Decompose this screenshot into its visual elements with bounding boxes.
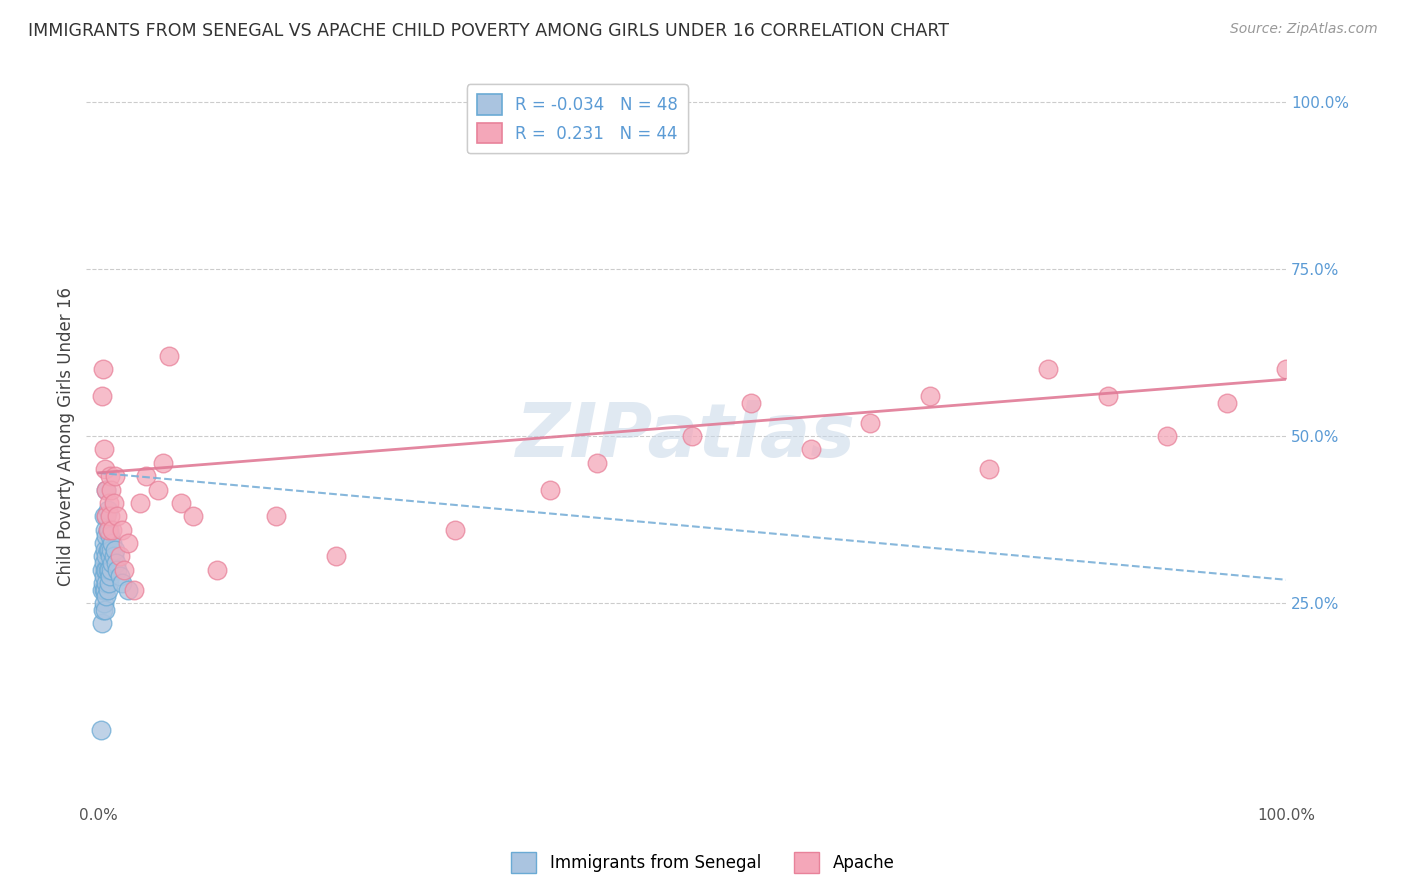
Point xyxy=(108,549,131,564)
Point xyxy=(93,536,115,550)
Point xyxy=(97,563,120,577)
Point xyxy=(1275,362,1298,376)
Point xyxy=(1156,429,1178,443)
Point xyxy=(443,523,465,537)
Point xyxy=(1038,362,1060,376)
Point xyxy=(90,563,112,577)
Point xyxy=(98,549,121,564)
Y-axis label: Child Poverty Among Girls Under 16: Child Poverty Among Girls Under 16 xyxy=(58,286,75,585)
Point xyxy=(98,469,121,483)
Point xyxy=(97,542,120,557)
Point xyxy=(98,529,121,543)
Point xyxy=(103,496,125,510)
Point xyxy=(135,469,157,483)
Point xyxy=(170,496,193,510)
Point xyxy=(538,483,561,497)
Point xyxy=(111,576,134,591)
Point xyxy=(117,582,139,597)
Point xyxy=(205,563,228,577)
Point xyxy=(977,462,1000,476)
Point xyxy=(90,389,112,403)
Point xyxy=(96,483,118,497)
Point xyxy=(96,509,118,524)
Point xyxy=(96,529,118,543)
Point xyxy=(94,603,117,617)
Point xyxy=(94,462,117,476)
Point xyxy=(90,616,112,631)
Point xyxy=(108,569,131,583)
Point xyxy=(128,496,150,510)
Point xyxy=(681,429,703,443)
Point xyxy=(586,456,609,470)
Point xyxy=(112,563,135,577)
Point xyxy=(97,563,120,577)
Point xyxy=(97,582,120,597)
Point xyxy=(111,523,134,537)
Point xyxy=(94,542,117,557)
Point xyxy=(104,469,127,483)
Point xyxy=(90,723,112,738)
Point xyxy=(93,442,115,457)
Legend: Immigrants from Senegal, Apache: Immigrants from Senegal, Apache xyxy=(505,846,901,880)
Point xyxy=(93,582,115,597)
Point xyxy=(91,549,114,564)
Point xyxy=(97,496,120,510)
Point xyxy=(266,509,288,524)
Point xyxy=(96,563,118,577)
Point xyxy=(103,549,125,564)
Point xyxy=(96,509,118,524)
Point xyxy=(104,556,127,570)
Point xyxy=(740,395,762,409)
Point xyxy=(94,582,117,597)
Point xyxy=(181,509,204,524)
Point xyxy=(100,483,122,497)
Point xyxy=(96,576,118,591)
Point xyxy=(97,576,120,591)
Text: ZIPatlas: ZIPatlas xyxy=(516,400,856,473)
Point xyxy=(94,563,117,577)
Point xyxy=(98,509,121,524)
Point xyxy=(859,416,882,430)
Text: IMMIGRANTS FROM SENEGAL VS APACHE CHILD POVERTY AMONG GIRLS UNDER 16 CORRELATION: IMMIGRANTS FROM SENEGAL VS APACHE CHILD … xyxy=(28,22,949,40)
Point xyxy=(800,442,823,457)
Point xyxy=(152,456,174,470)
Point xyxy=(1097,389,1119,403)
Point xyxy=(93,596,115,610)
Point xyxy=(98,569,121,583)
Point xyxy=(104,542,127,557)
Point xyxy=(97,523,120,537)
Point xyxy=(93,509,115,524)
Point xyxy=(101,556,124,570)
Point xyxy=(918,389,941,403)
Point xyxy=(97,502,120,516)
Point xyxy=(100,563,122,577)
Point xyxy=(94,523,117,537)
Point xyxy=(97,523,120,537)
Point xyxy=(96,483,118,497)
Point xyxy=(97,542,120,557)
Legend: R = -0.034   N = 48, R =  0.231   N = 44: R = -0.034 N = 48, R = 0.231 N = 44 xyxy=(467,84,688,153)
Point xyxy=(105,563,128,577)
Text: Source: ZipAtlas.com: Source: ZipAtlas.com xyxy=(1230,22,1378,37)
Point xyxy=(1215,395,1237,409)
Point xyxy=(146,483,169,497)
Point xyxy=(96,549,118,564)
Point xyxy=(101,523,124,537)
Point xyxy=(105,509,128,524)
Point xyxy=(96,590,118,604)
Point xyxy=(90,582,112,597)
Point xyxy=(93,556,115,570)
Point xyxy=(122,582,145,597)
Point xyxy=(97,523,120,537)
Point xyxy=(100,542,122,557)
Point xyxy=(91,576,114,591)
Point xyxy=(101,536,124,550)
Point xyxy=(159,349,181,363)
Point xyxy=(93,569,115,583)
Point xyxy=(91,603,114,617)
Point xyxy=(117,536,139,550)
Point xyxy=(325,549,347,564)
Point xyxy=(91,362,114,376)
